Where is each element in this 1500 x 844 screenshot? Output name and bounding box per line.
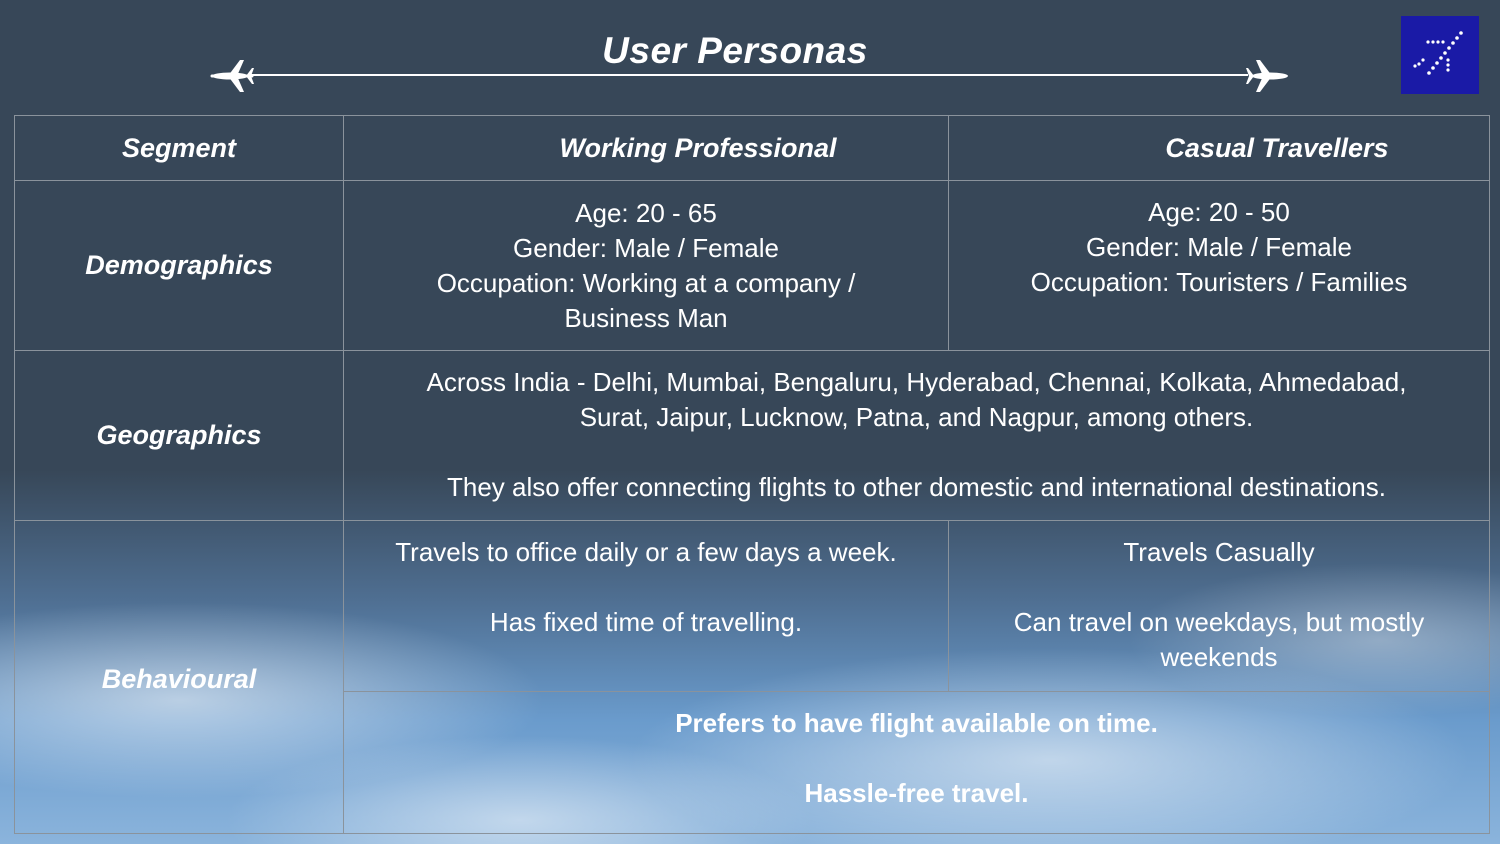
table-row-demographics: Demographics Age: 20 - 65 Gender: Male /…	[14, 180, 1490, 351]
airplane-icon	[1246, 60, 1288, 92]
geographics-cell: Across India - Delhi, Mumbai, Bengaluru,…	[343, 350, 1490, 521]
behavioural-casual-cell: Travels Casually Can travel on weekdays,…	[948, 520, 1490, 692]
logo-mark	[1413, 31, 1463, 75]
row-label-geographics: Geographics	[14, 350, 344, 521]
airplane-takeoff-icon	[210, 60, 254, 92]
header-segment: Segment	[14, 115, 344, 181]
demographics-working-cell: Age: 20 - 65 Gender: Male / Female Occup…	[343, 180, 949, 351]
demographics-casual-age: Age: 20 - 50	[1148, 197, 1290, 227]
behavioural-working-cell: Travels to office daily or a few days a …	[343, 520, 949, 692]
behavioural-shared-cell: Prefers to have flight available on time…	[343, 691, 1490, 834]
demographics-casual-cell: Age: 20 - 50 Gender: Male / Female Occup…	[948, 180, 1490, 351]
demographics-working-occupation-cont: Business Man	[564, 302, 728, 333]
demographics-casual-occupation: Occupation: Touristers / Families	[1030, 267, 1408, 297]
demographics-working-age: Age: 20 - 65	[575, 197, 717, 228]
geographics-line-2: Surat, Jaipur, Lucknow, Patna, and Nagpu…	[579, 402, 1254, 432]
demographics-working-occupation: Occupation: Working at a company /	[436, 267, 856, 298]
demographics-working-gender: Gender: Male / Female	[513, 232, 779, 263]
behavioural-shared-line-2: Hassle-free travel.	[804, 778, 1029, 808]
behavioural-casual-line-1: Travels Casually	[1123, 537, 1315, 567]
persona-table: Segment Working Professional Casual Trav…	[14, 115, 1490, 834]
behavioural-working-line-2: Has fixed time of travelling.	[489, 607, 803, 637]
geographics-line-1: Across India - Delhi, Mumbai, Bengaluru,…	[426, 367, 1407, 397]
row-label-demographics: Demographics	[14, 180, 344, 351]
table-row-geographics: Geographics Across India - Delhi, Mumbai…	[14, 350, 1490, 521]
geographics-line-3: They also offer connecting flights to ot…	[447, 472, 1386, 502]
header-working-professional: Working Professional	[343, 115, 949, 181]
table-row-behavioural-shared: Prefers to have flight available on time…	[15, 691, 1490, 834]
behavioural-shared-line-1: Prefers to have flight available on time…	[675, 708, 1158, 738]
table-row-behavioural: Behavioural Travels to office daily or a…	[14, 520, 1490, 834]
row-label-behavioural: Behavioural	[14, 520, 344, 834]
page-title: User Personas	[602, 30, 868, 71]
header-casual-travellers: Casual Travellers	[948, 115, 1490, 181]
flight-path-line	[250, 74, 1248, 76]
dotted-airplane-logo	[1401, 16, 1479, 94]
table-header-row: Segment Working Professional Casual Trav…	[14, 115, 1490, 181]
behavioural-working-line-1: Travels to office daily or a few days a …	[395, 537, 897, 567]
demographics-casual-gender: Gender: Male / Female	[1086, 232, 1352, 262]
behavioural-casual-line-2: Can travel on weekdays, but mostly	[1013, 607, 1425, 637]
behavioural-casual-line-3: weekends	[1160, 642, 1278, 672]
